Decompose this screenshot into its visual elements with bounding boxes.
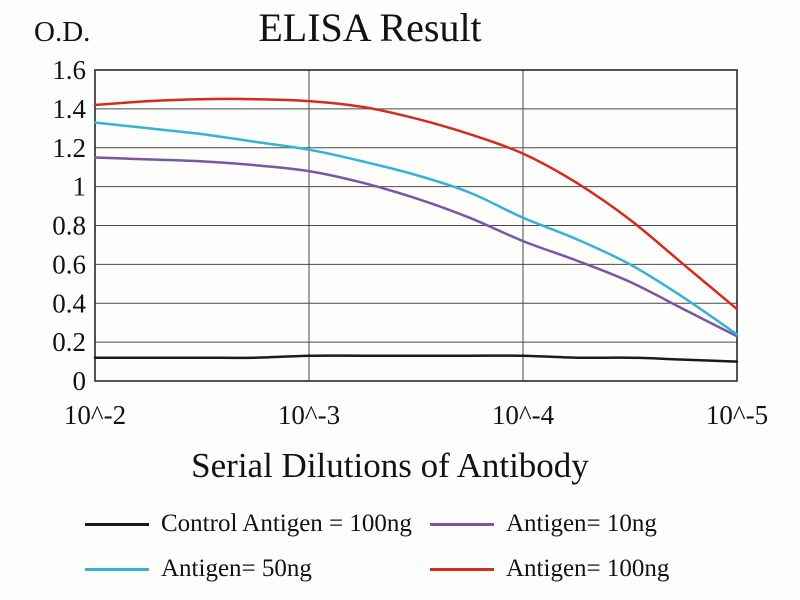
legend: Control Antigen = 100ng Antigen= 10ng An…: [85, 510, 669, 583]
series-line-antigen-100ng: [93, 97, 739, 311]
legend-item-antigen-100ng: Antigen= 100ng: [430, 555, 669, 583]
y-axis-title: O.D.: [34, 16, 91, 48]
x-tick-label: 10^-3: [278, 400, 340, 430]
legend-line-antigen-100ng: [430, 567, 494, 571]
plot-border: [94, 69, 738, 382]
y-tick-label: 0.6: [52, 249, 86, 279]
y-tick-label: 0.8: [52, 211, 86, 241]
legend-label-control: Control Antigen = 100ng: [161, 510, 412, 537]
y-tick-label: 0.2: [52, 327, 86, 357]
legend-label-antigen-10ng: Antigen= 10ng: [506, 510, 657, 537]
series-line-control-antigen-100ng: [93, 354, 739, 363]
legend-item-antigen-10ng: Antigen= 10ng: [430, 510, 669, 538]
y-tick-label: 1.6: [52, 55, 86, 85]
y-tick-label: 1: [73, 172, 87, 202]
y-tick-label: 0: [73, 366, 87, 396]
legend-item-control: Control Antigen = 100ng: [85, 510, 430, 538]
legend-line-control: [85, 522, 149, 526]
plot-area: 0 0.2 0.4 0.6 0.8 1 1.2 1.4 1.6 10^-2 10^-3 10^-4 10…: [52, 55, 768, 430]
legend-label-antigen-100ng: Antigen= 100ng: [506, 555, 670, 582]
series-line-antigen-10ng: [93, 156, 739, 338]
y-tick-label: 1.2: [52, 133, 86, 163]
x-tick-label: 10^-2: [64, 400, 126, 430]
legend-line-antigen-50ng: [85, 567, 149, 571]
chart-title: ELISA Result: [258, 5, 482, 50]
legend-line-antigen-10ng: [430, 522, 494, 526]
legend-label-antigen-50ng: Antigen= 50ng: [161, 555, 312, 582]
x-axis-title: Serial Dilutions of Antibody: [191, 446, 589, 485]
series-line-antigen-50ng: [93, 121, 739, 336]
legend-item-antigen-50ng: Antigen= 50ng: [85, 555, 430, 583]
y-tick-label: 0.4: [52, 288, 86, 318]
x-tick-label: 10^-4: [492, 400, 555, 430]
x-tick-label: 10^-5: [706, 400, 768, 430]
y-tick-label: 1.4: [52, 94, 86, 124]
